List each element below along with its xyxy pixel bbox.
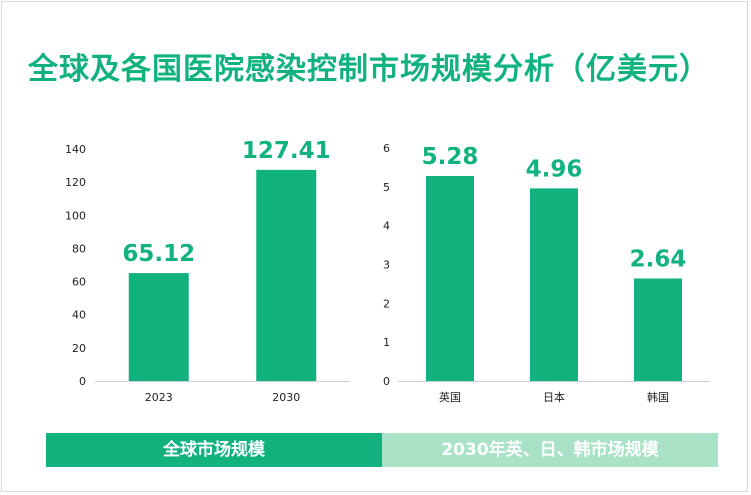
global-category-label: 2023 xyxy=(145,391,173,404)
country-market-chart: 0 1 2 3 4 5 6 5.28 英国 4.96 日本 2.64 韩国 xyxy=(383,142,710,404)
global-y-tick-label: 60 xyxy=(72,276,86,289)
global-y-tick-label: 40 xyxy=(72,309,86,322)
global-y-tick-label: 120 xyxy=(65,176,86,189)
country-y-tick-label: 5 xyxy=(383,181,390,194)
global-y-tick-label: 0 xyxy=(79,375,86,388)
global-category-label: 2030 xyxy=(272,391,300,404)
global-data-label: 127.41 xyxy=(242,138,331,164)
country-y-tick-label: 0 xyxy=(383,375,390,388)
country-y-tick-label: 2 xyxy=(383,297,390,310)
global-bar-2030 xyxy=(256,169,317,381)
global-data-label: 65.12 xyxy=(122,241,195,267)
country-market-banner: 2030年英、日、韩市场规模 xyxy=(382,433,718,467)
country-y-tick-label: 3 xyxy=(383,259,390,272)
global-y-tick-label: 100 xyxy=(65,209,86,222)
global-bar-2023 xyxy=(128,273,189,381)
global-market-banner: 全球市场规模 xyxy=(46,433,382,467)
country-category-label: 英国 xyxy=(439,390,461,404)
country-y-tick-label: 6 xyxy=(383,142,390,155)
country-category-label: 韩国 xyxy=(647,390,669,404)
page-title: 全球及各国医院感染控制市场规模分析（亿美元） xyxy=(28,52,710,87)
country-y-tick-label: 1 xyxy=(383,336,390,349)
global-y-tick-label: 140 xyxy=(65,143,86,156)
country-category-label: 日本 xyxy=(543,390,565,404)
country-data-label: 2.64 xyxy=(630,246,687,272)
country-bar-日本 xyxy=(530,188,578,381)
global-market-chart: 0 20 40 60 80 100 120 140 65.12 2023 127.41 2030 xyxy=(65,138,350,404)
country-bar-英国 xyxy=(426,175,474,381)
country-y-tick-label: 4 xyxy=(383,220,390,233)
global-y-tick-label: 80 xyxy=(72,242,86,255)
global-y-tick-label: 20 xyxy=(72,342,86,355)
country-data-label: 5.28 xyxy=(422,144,479,170)
country-bar-韩国 xyxy=(634,278,682,381)
country-data-label: 4.96 xyxy=(526,156,583,182)
